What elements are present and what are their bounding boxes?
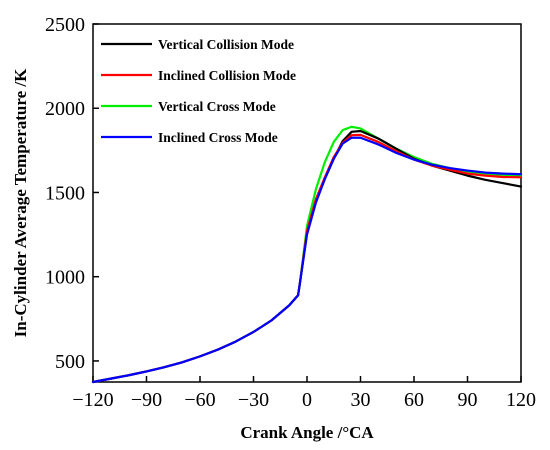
- x-tick-label: 30: [351, 389, 371, 411]
- axis-tick-labels: −120 −90 −60 −30 0 30 60 90 120 500 1000 1500 2000 25…: [45, 14, 536, 411]
- series-line-inclined-collision-mode: [91, 133, 523, 384]
- x-tick-label: 120: [506, 389, 536, 411]
- y-axis-title: In-Cylinder Average Temperature /K: [11, 68, 30, 337]
- data-series: [91, 125, 523, 384]
- legend-label: Vertical Cross Mode: [158, 99, 276, 114]
- x-tick-label: 90: [458, 389, 478, 411]
- y-tick-label: 2000: [45, 98, 85, 120]
- x-axis-title: Crank Angle /°CA: [240, 423, 374, 442]
- x-tick-label: −30: [238, 389, 269, 411]
- series-line-vertical-cross-mode: [91, 125, 523, 384]
- x-tick-label: 0: [302, 389, 312, 411]
- x-tick-label: −120: [72, 389, 113, 411]
- y-tick-label: 1000: [45, 267, 85, 289]
- y-tick-label: 1500: [45, 182, 85, 204]
- legend-label: Inclined Cross Mode: [158, 130, 278, 145]
- y-tick-label: 500: [55, 351, 85, 373]
- x-tick-label: 60: [404, 389, 424, 411]
- axis-ticks: [92, 23, 522, 382]
- x-tick-label: −60: [184, 389, 215, 411]
- legend-label: Inclined Collision Mode: [158, 68, 296, 83]
- y-tick-label: 2500: [45, 14, 85, 36]
- series-line-inclined-cross-mode: [91, 136, 523, 384]
- legend-label: Vertical Collision Mode: [158, 37, 294, 52]
- legend: Vertical Collision Mode Inclined Collisio…: [101, 37, 296, 145]
- x-tick-label: −90: [131, 389, 162, 411]
